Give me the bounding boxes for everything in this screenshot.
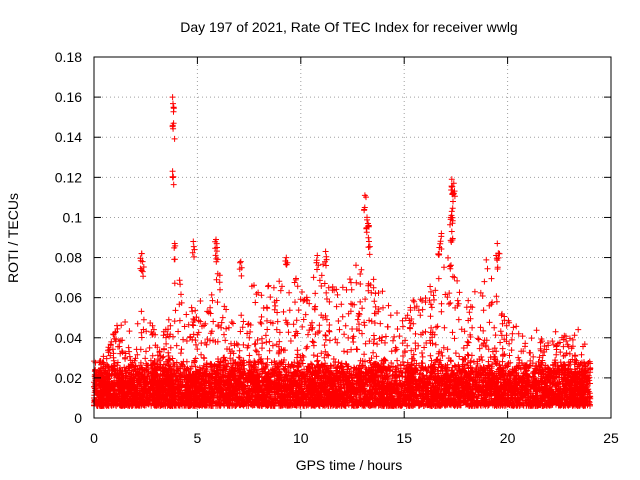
- y-tick-label: 0.04: [55, 330, 82, 346]
- x-tick-label: 25: [603, 430, 619, 446]
- roti-point-markers: [91, 94, 594, 409]
- y-tick-label: 0.08: [55, 250, 82, 266]
- y-tick-label: 0.16: [55, 89, 82, 105]
- data-points: [91, 94, 594, 409]
- y-axis-label: ROTI / TECUs: [5, 193, 21, 283]
- y-tick-label: 0: [74, 410, 82, 426]
- x-tick-label: 15: [396, 430, 412, 446]
- x-tick-label: 0: [90, 430, 98, 446]
- y-tick-label: 0.02: [55, 370, 82, 386]
- x-tick-label: 5: [194, 430, 202, 446]
- x-tick-label: 10: [293, 430, 309, 446]
- plot-frame: [93, 56, 612, 419]
- axis-ticks: [93, 56, 612, 419]
- y-tick-label: 0.1: [63, 209, 83, 225]
- y-axis-tick-labels: 0 0.02 0.04 0.06 0.08 0.1 0.12 0.14 0.16 0.18: [55, 49, 82, 426]
- x-tick-label: 20: [500, 430, 516, 446]
- y-tick-label: 0.14: [55, 129, 82, 145]
- x-axis-label: GPS time / hours: [296, 457, 403, 473]
- y-tick-label: 0.18: [55, 49, 82, 65]
- y-tick-label: 0.06: [55, 290, 82, 306]
- y-tick-label: 0.12: [55, 169, 82, 185]
- x-axis-tick-labels: 0 5 10 15 20 25: [90, 430, 619, 446]
- chart-title: Day 197 of 2021, Rate Of TEC Index for r…: [180, 19, 517, 35]
